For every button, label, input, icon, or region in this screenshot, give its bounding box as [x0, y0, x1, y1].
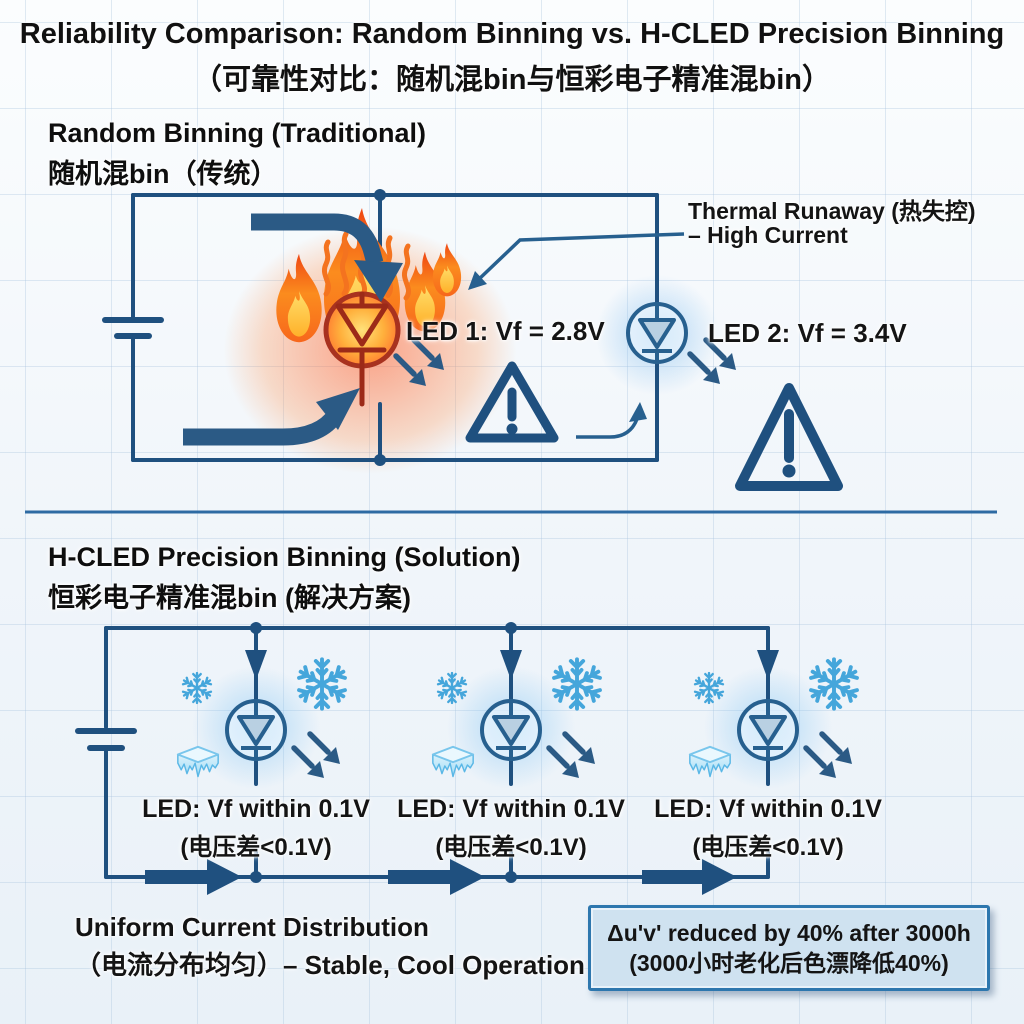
junction-dot — [250, 622, 262, 634]
branch-arrowheads — [245, 650, 779, 680]
thermal-leader-arrow — [468, 232, 685, 290]
page-title-line2: （可靠性对比：随机混bin与恒彩电子精准混bin） — [193, 64, 831, 96]
junction-dot — [505, 871, 517, 883]
cool-led-symbols — [225, 699, 852, 778]
junction-dot — [250, 871, 262, 883]
precision-heading-en: H-CLED Precision Binning (Solution) — [48, 542, 521, 572]
branch3-label-zh: (电压差<0.1V) — [692, 834, 844, 861]
branch2-label-zh: (电压差<0.1V) — [435, 834, 587, 861]
led2-label: LED 2: Vf = 3.4V — [708, 318, 907, 348]
led1-label: LED 1: Vf = 2.8V — [406, 316, 605, 346]
uniform-current-label-zh: （电流分布均匀）– Stable, Cool Operation — [75, 950, 585, 980]
random-heading-en: Random Binning (Traditional) — [48, 118, 426, 148]
branch1-label-zh: (电压差<0.1V) — [180, 834, 332, 861]
junction-dot — [374, 189, 386, 201]
branch1-label-en: LED: Vf within 0.1V — [142, 795, 370, 823]
uniform-current-label-en: Uniform Current Distribution — [75, 912, 429, 942]
branch3-label-en: LED: Vf within 0.1V — [654, 795, 882, 823]
result-line2: (3000小时老化后色漂降低40%) — [629, 950, 949, 976]
high-current-arrow-top — [251, 213, 403, 302]
result-line1: Δu'v' reduced by 40% after 3000h — [607, 920, 971, 946]
precision-heading-zh: 恒彩电子精准混bin (解决方案) — [48, 583, 411, 613]
battery-icon — [75, 728, 137, 751]
random-heading-zh: 随机混bin（传统） — [48, 159, 278, 189]
thermal-runaway-label: Thermal Runaway (热失控) — [688, 198, 976, 224]
battery-icon — [102, 317, 164, 339]
junction-dot — [374, 454, 386, 466]
result-callout-box: Δu'v' reduced by 40% after 3000h (3000小时… — [588, 905, 990, 991]
uniform-current-arrows — [145, 859, 737, 895]
random-circuit — [102, 189, 659, 466]
page-title-line1: Reliability Comparison: Random Binning v… — [19, 18, 1005, 50]
led1-symbol — [323, 291, 444, 407]
branch2-label-en: LED: Vf within 0.1V — [397, 795, 625, 823]
junction-dot — [505, 622, 517, 634]
small-current-arrow — [576, 402, 647, 439]
high-current-label: – High Current — [688, 222, 848, 248]
warning-icon — [465, 361, 559, 443]
warning-icon-large — [735, 383, 843, 491]
high-current-arrow-bottom — [183, 388, 360, 446]
